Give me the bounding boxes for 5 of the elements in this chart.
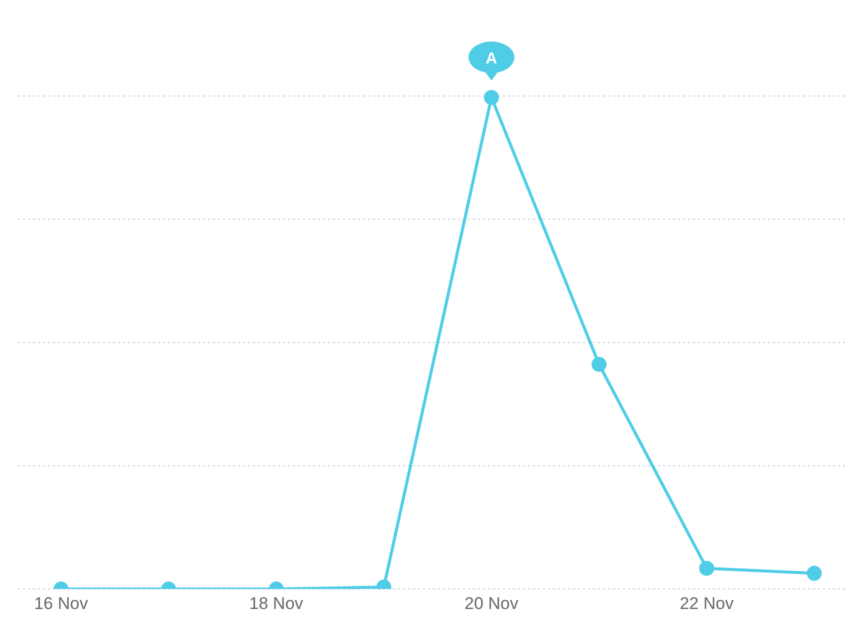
x-tick-label: 16 Nov	[34, 594, 88, 614]
x-tick-label: 22 Nov	[680, 594, 734, 614]
x-tick-label: 18 Nov	[249, 594, 304, 614]
annotation: A	[486, 50, 498, 68]
x-tick-label: 20 Nov	[464, 594, 519, 614]
